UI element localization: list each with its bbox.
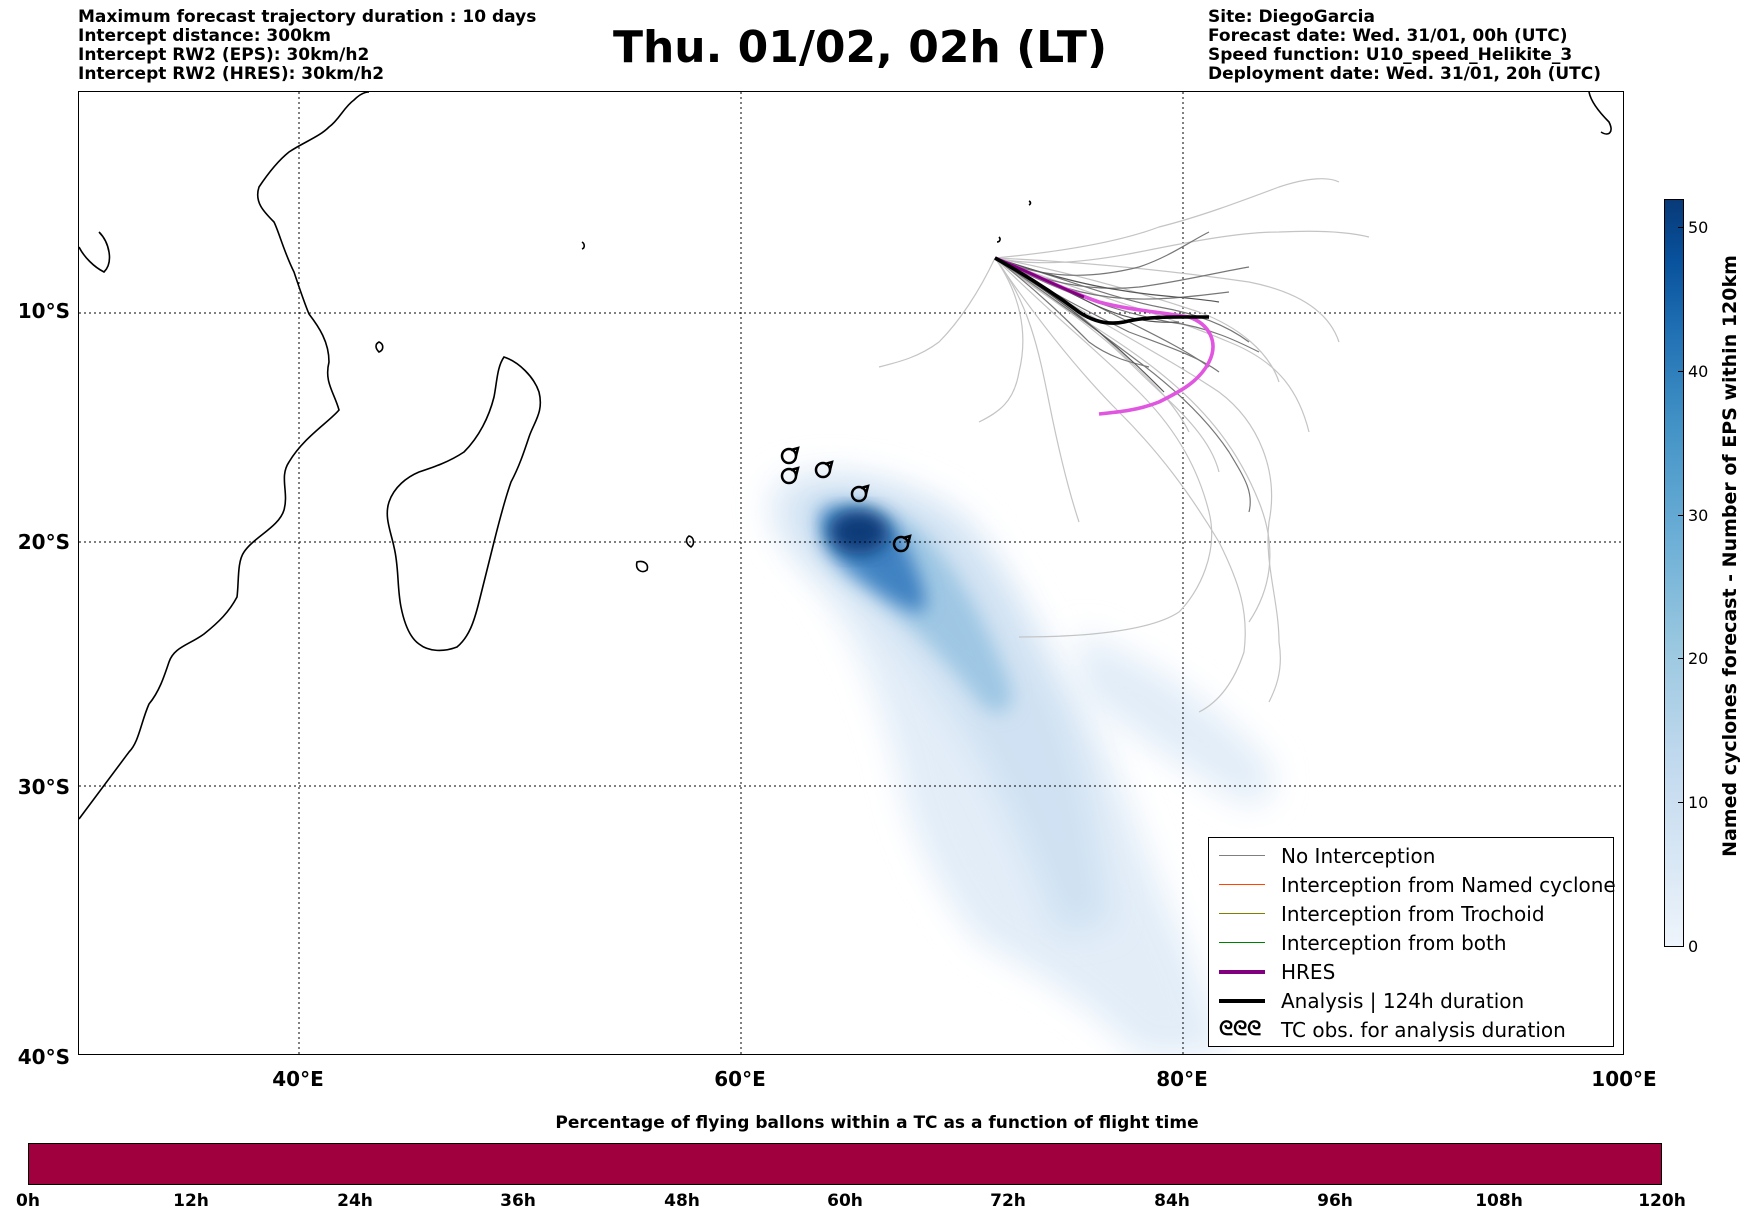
legend-row-trochoid: Interception from Trochoid: [1219, 900, 1609, 928]
timebar-tick-96h: 96h: [1317, 1191, 1353, 1211]
map-canvas: [79, 92, 1623, 1054]
colorbar-tick-50: 50: [1688, 218, 1709, 237]
header-deployment-date: Deployment date: Wed. 31/01, 20h (UTC): [1208, 64, 1602, 84]
legend-label: Interception from both: [1281, 931, 1507, 955]
timebar-tick-48h: 48h: [664, 1191, 700, 1211]
map-legend: No Interception Interception from Named …: [1208, 837, 1616, 1047]
timebar-tick-12h: 12h: [173, 1191, 209, 1211]
legend-label: HRES: [1281, 960, 1336, 984]
lat-label-30s: 30°S: [17, 775, 70, 799]
timebar-tick-108h: 108h: [1475, 1191, 1523, 1211]
island-comoros: [375, 341, 384, 353]
timebar-tick-24h: 24h: [337, 1191, 373, 1211]
header-intercept-eps: Intercept RW2 (EPS): 30km/h2: [78, 45, 370, 65]
density-eastern-branch: [1079, 632, 1274, 804]
island-seychelles: [581, 241, 586, 250]
coast-sri-lanka: [1588, 92, 1612, 135]
timebar-tick-60h: 60h: [827, 1191, 863, 1211]
header-left-info: Maximum forecast trajectory duration : 1…: [78, 8, 536, 84]
timebar-tick-84h: 84h: [1154, 1191, 1190, 1211]
legend-swatch: [1219, 942, 1265, 943]
header-forecast-date: Forecast date: Wed. 31/01, 00h (UTC): [1208, 26, 1568, 46]
gridlines: [79, 92, 1623, 1054]
header-max-duration: Maximum forecast trajectory duration : 1…: [78, 7, 537, 27]
lon-label-40e: 40°E: [272, 1067, 324, 1091]
lat-label-20s: 20°S: [17, 530, 70, 554]
flight-time-bar: [28, 1143, 1662, 1185]
legend-row-named-cyclone: Interception from Named cyclone: [1219, 871, 1616, 899]
timebar-title: Percentage of flying ballons within a TC…: [555, 1113, 1199, 1133]
legend-label: TC obs. for analysis duration: [1281, 1018, 1566, 1042]
colorbar-tickmark: [1678, 946, 1684, 947]
header-intercept-distance: Intercept distance: 300km: [78, 26, 331, 46]
legend-label: Interception from Trochoid: [1281, 902, 1545, 926]
colorbar-tick-10: 10: [1688, 793, 1709, 812]
legend-row-both: Interception from both: [1219, 929, 1609, 957]
colorbar-tick-0: 0: [1688, 937, 1699, 956]
timebar-tick-0h: 0h: [16, 1191, 40, 1211]
island-rodrigues: [1028, 200, 1032, 206]
colorbar-label: Named cyclones forecast - Number of EPS …: [1715, 198, 1745, 914]
island-mauritius: [685, 535, 695, 548]
density-colorbar: [1664, 199, 1684, 947]
colorbar-tick-30: 30: [1688, 506, 1709, 525]
timebar-tick-36h: 36h: [500, 1191, 536, 1211]
lon-label-80e: 80°E: [1156, 1067, 1208, 1091]
tc-obs-symbol-icon: ᘓᘓᘓ: [1219, 1016, 1262, 1040]
island-madagascar: [386, 356, 542, 652]
colorbar-tickmark: [1678, 802, 1684, 803]
density-peak: [829, 510, 889, 554]
legend-label: No Interception: [1281, 844, 1436, 868]
cyclone-density-field: [768, 472, 1274, 1054]
coast-africa-east: [79, 92, 370, 820]
analysis-trajectory: [994, 256, 1209, 325]
legend-row-analysis: Analysis | 124h duration: [1219, 987, 1609, 1015]
timebar-tick-120h: 120h: [1638, 1191, 1686, 1211]
legend-swatch: [1219, 884, 1265, 885]
colorbar-tickmark: [1678, 515, 1684, 516]
lon-label-60e: 60°E: [714, 1067, 766, 1091]
lat-label-40s: 40°S: [17, 1045, 70, 1069]
legend-row-hres: HRES: [1219, 958, 1609, 986]
island-diego-garcia: [996, 236, 1001, 243]
legend-label: Interception from Named cyclone: [1281, 873, 1616, 897]
coast-arabia-tip: [79, 231, 111, 273]
legend-swatch: [1219, 913, 1265, 914]
timebar-tick-72h: 72h: [990, 1191, 1026, 1211]
legend-swatch: [1219, 999, 1265, 1003]
colorbar-tickmark: [1678, 371, 1684, 372]
lat-label-10s: 10°S: [17, 299, 70, 323]
legend-row-no-interception: No Interception: [1219, 842, 1609, 870]
map-panel[interactable]: No Interception Interception from Named …: [78, 91, 1624, 1055]
main-title: Thu. 01/02, 02h (LT): [612, 22, 1108, 73]
header-speed-function: Speed function: U10_speed_Helikite_3: [1208, 45, 1573, 65]
legend-swatch: [1219, 970, 1265, 974]
density-mid: [793, 486, 1109, 932]
legend-row-tc-obs: ᘓᘓᘓ TC obs. for analysis duration: [1219, 1016, 1609, 1044]
colorbar-tickmark: [1678, 227, 1684, 228]
lon-label-100e: 100°E: [1591, 1067, 1657, 1091]
colorbar-tick-40: 40: [1688, 362, 1709, 381]
header-intercept-hres: Intercept RW2 (HRES): 30km/h2: [78, 64, 385, 84]
header-right-info: Site: DiegoGarcia Forecast date: Wed. 31…: [1208, 8, 1601, 84]
header-site: Site: DiegoGarcia: [1208, 7, 1375, 27]
cyclone-obs-markers: [780, 446, 912, 553]
legend-label: Analysis | 124h duration: [1281, 989, 1525, 1013]
island-reunion: [635, 560, 649, 573]
colorbar-tickmark: [1678, 658, 1684, 659]
colorbar-label-text: Named cyclones forecast - Number of EPS …: [1719, 255, 1741, 857]
colorbar-tick-20: 20: [1688, 649, 1709, 668]
legend-swatch: [1219, 855, 1265, 856]
coastlines: [79, 92, 1612, 820]
